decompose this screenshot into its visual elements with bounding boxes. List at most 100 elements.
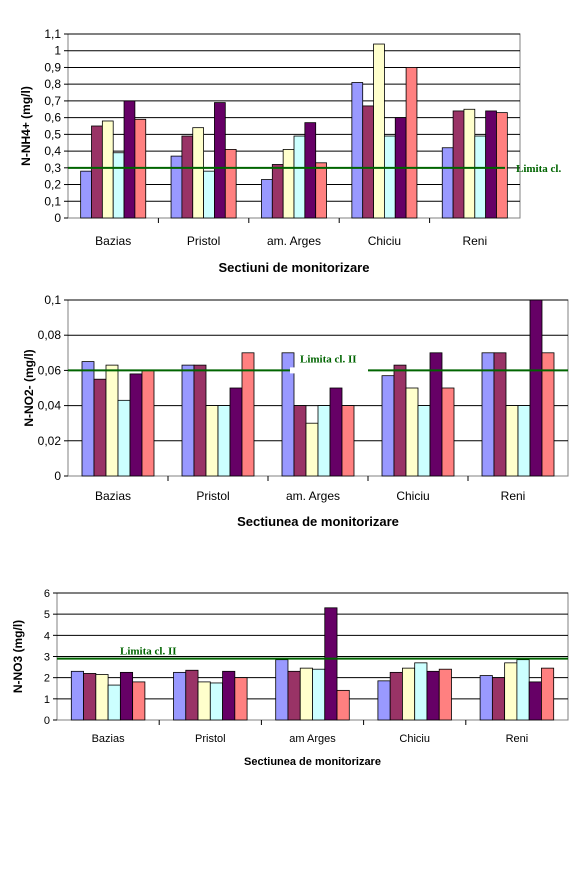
bar: [129, 373, 143, 477]
limit-label: Limita cl.: [516, 163, 561, 175]
bar: [541, 667, 555, 721]
bar: [393, 364, 407, 477]
bar: [181, 135, 194, 219]
bar: [351, 82, 364, 219]
bar: [287, 670, 301, 721]
bar: [438, 668, 452, 721]
category-label: am. Arges: [267, 234, 321, 248]
y-tick-label: 4: [44, 630, 50, 642]
category-label: Reni: [462, 234, 487, 248]
bar: [271, 164, 284, 219]
category-label: Bazias: [95, 234, 131, 248]
y-tick-label: 6: [44, 588, 50, 600]
bar: [389, 671, 403, 721]
bar: [80, 170, 92, 219]
bar: [105, 364, 119, 477]
bar: [119, 671, 134, 721]
bar: [452, 110, 465, 219]
bar: [528, 681, 542, 721]
bar: [229, 387, 243, 477]
bar: [405, 67, 418, 219]
bar: [241, 352, 255, 477]
bar: [224, 149, 237, 219]
bar: [107, 684, 121, 721]
bar: [505, 405, 519, 477]
y-tick-label: 0: [44, 715, 50, 727]
bar: [209, 682, 223, 721]
bar: [203, 170, 215, 219]
bar: [93, 378, 107, 477]
y-tick-label: 3: [44, 652, 50, 664]
bar: [222, 670, 236, 721]
limit-line-gap: [290, 367, 368, 374]
bar: [496, 112, 508, 219]
category-label: Reni: [506, 733, 529, 745]
bar: [217, 405, 231, 477]
y-tick-label: 0,9: [44, 60, 61, 74]
bar: [83, 673, 97, 721]
bar: [324, 607, 338, 721]
bar: [293, 135, 306, 219]
category-label: Chiciu: [396, 489, 429, 503]
category-label: Bazias: [92, 733, 126, 745]
y-tick-label: 0,04: [38, 399, 62, 413]
bar: [234, 677, 248, 721]
bar: [193, 364, 207, 477]
y-tick-label: 1: [54, 44, 61, 58]
bar: [185, 669, 199, 721]
bar: [293, 405, 307, 477]
category-label: Pristol: [187, 234, 220, 248]
bar: [329, 387, 343, 477]
bar: [463, 108, 476, 219]
bar: [312, 668, 326, 721]
bar: [132, 681, 146, 721]
bar: [95, 674, 109, 721]
bar: [426, 670, 440, 721]
category-label: Reni: [501, 489, 526, 503]
category-label: Pristol: [196, 489, 229, 503]
limit-label: Limita cl. II: [120, 646, 177, 658]
bar: [504, 662, 518, 721]
bar: [414, 662, 428, 721]
category-label: Bazias: [95, 489, 131, 503]
bar: [441, 387, 455, 477]
y-tick-label: 0,8: [44, 77, 61, 91]
bar: [341, 405, 355, 477]
bar: [170, 155, 183, 219]
bar: [304, 122, 317, 219]
bar: [541, 352, 555, 477]
bar: [181, 364, 195, 477]
y-tick-label: 0,1: [44, 293, 61, 307]
x-axis-title: Sectiuni de monitorizare: [219, 260, 370, 275]
bar: [214, 102, 226, 219]
y-tick-label: 0,3: [44, 161, 61, 175]
y-tick-label: 1,1: [44, 27, 61, 41]
bar: [417, 405, 431, 477]
chart-n-no2: 0 0,02 0,04 0,06 0,08 0,1 Bazias Pristol am. Arg…: [22, 293, 569, 529]
bar: [112, 152, 125, 219]
chart-n-nh4: 0 0,1 0,2 0,3 0,4 0,5 0,6 0,7 0,8 0,9 1 1,1 Bazias Pr…: [19, 27, 561, 275]
y-tick-label: 0,5: [44, 127, 61, 141]
bar: [485, 110, 497, 219]
bar: [517, 405, 531, 477]
bar: [402, 667, 416, 721]
category-label: am. Arges: [286, 489, 340, 503]
y-tick-label: 0,1: [44, 194, 61, 208]
category-label: Pristol: [195, 733, 226, 745]
bar: [479, 675, 493, 721]
x-axis-title: Sectiunea de monitorizare: [244, 756, 381, 768]
bar: [305, 422, 319, 477]
bar: [282, 149, 295, 219]
bar: [197, 681, 211, 721]
y-tick-label: 0,4: [44, 144, 61, 158]
y-tick-label: 0,06: [38, 363, 62, 377]
bar: [315, 162, 327, 219]
bar: [123, 100, 136, 219]
bar: [516, 659, 530, 721]
y-axis-title: N-NH4+ (mg/l): [19, 86, 33, 166]
y-tick-label: 0,6: [44, 111, 61, 125]
bar: [81, 361, 95, 477]
y-tick-label: 0,08: [38, 328, 62, 342]
category-label: am Arges: [289, 733, 336, 745]
x-axis-title: Sectiunea de monitorizare: [237, 514, 399, 529]
